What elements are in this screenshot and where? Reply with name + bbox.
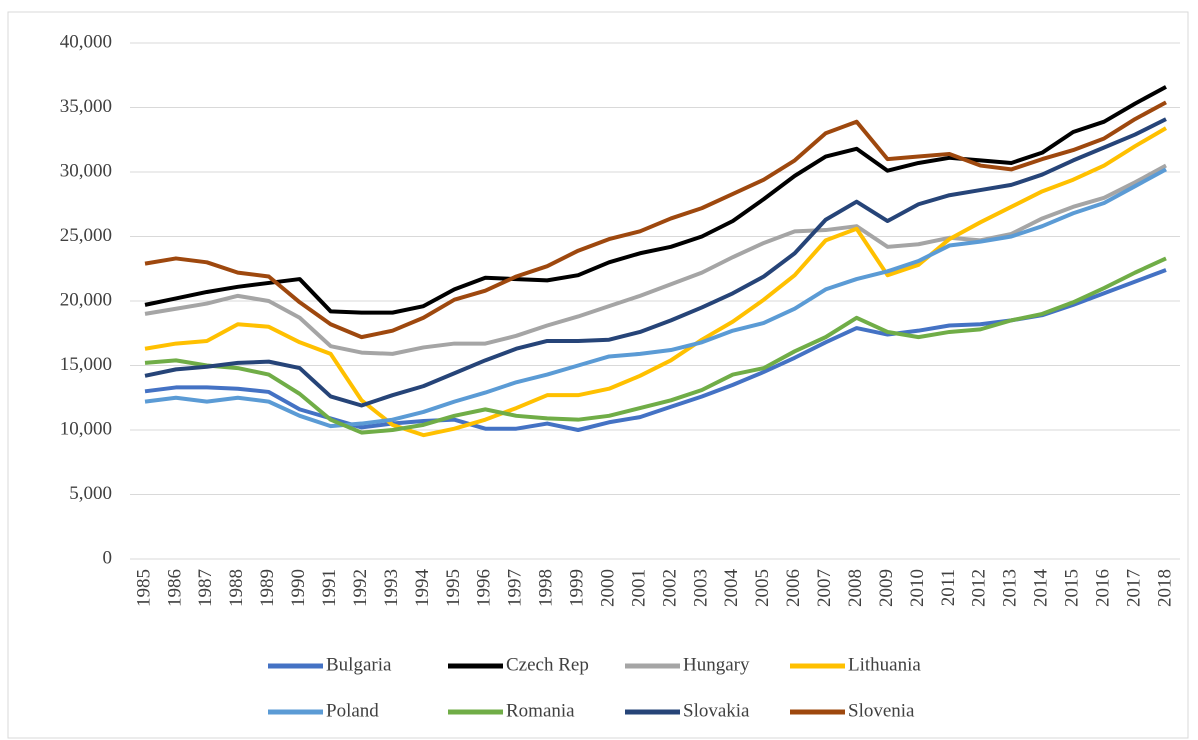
x-tick-label: 1993 [381,569,402,607]
series-line [144,268,1167,432]
x-tick-label: 2016 [1092,569,1113,607]
series-line [144,167,1167,429]
x-tick-label: 2014 [1031,569,1052,608]
legend-label: Slovenia [848,700,915,721]
x-tick-label: 1996 [474,569,495,607]
y-tick-label: 40,000 [60,31,112,52]
x-tick-label: 2010 [907,569,928,607]
x-tick-label: 1994 [412,569,433,608]
x-tick-label: 2012 [969,569,990,607]
x-tick-label: 2017 [1123,569,1144,607]
legend-label: Romania [506,700,575,721]
x-tick-label: 2013 [1000,569,1021,607]
legend-label: Lithuania [848,654,921,675]
y-tick-label: 15,000 [60,354,112,375]
x-tick-label: 2002 [659,569,680,607]
y-tick-label: 20,000 [60,289,112,310]
series-line [144,85,1167,315]
x-tick-label: 1992 [350,569,371,607]
x-tick-label: 1999 [567,569,588,607]
x-tick-label: 2000 [597,569,618,607]
legend-label: Bulgaria [326,654,392,675]
x-tick-label: 2007 [814,569,835,607]
x-tick-label: 2001 [628,569,649,607]
y-tick-label: 35,000 [60,96,112,117]
x-tick-label: 2005 [752,569,773,607]
y-tick-label: 0 [103,547,113,568]
x-tick-label: 2011 [938,569,959,606]
x-tick-label: 2008 [845,569,866,607]
y-tick-label: 10,000 [60,418,112,439]
x-tick-label: 2004 [721,569,742,608]
x-tick-label: 1995 [443,569,464,607]
y-tick-label: 25,000 [60,225,112,246]
x-tick-label: 1986 [164,569,185,607]
legend-label: Czech Rep [506,654,589,675]
x-tick-label: 1991 [319,569,340,607]
chart-border [7,11,1189,739]
x-tick-label: 2006 [783,569,804,607]
series-line [144,256,1167,435]
series-line [144,126,1168,438]
series-line [144,117,1167,408]
series-line [144,100,1167,340]
x-tick-label: 2003 [690,569,711,607]
y-tick-label: 5,000 [69,483,112,504]
x-tick-label: 2018 [1154,569,1175,607]
y-tick-label: 30,000 [60,160,112,181]
x-tick-label: 1985 [133,569,154,607]
x-tick-label: 1997 [505,569,526,607]
x-tick-label: 2009 [876,569,897,607]
x-tick-label: 1990 [288,569,309,607]
x-tick-label: 1998 [536,569,557,607]
x-tick-label: 1989 [257,569,278,607]
x-tick-label: 1987 [195,569,216,607]
x-tick-label: 2015 [1062,569,1083,607]
legend-label: Poland [326,700,379,721]
legend-label: Slovakia [683,700,750,721]
x-tick-label: 1988 [226,569,247,607]
legend-label: Hungary [683,654,750,675]
